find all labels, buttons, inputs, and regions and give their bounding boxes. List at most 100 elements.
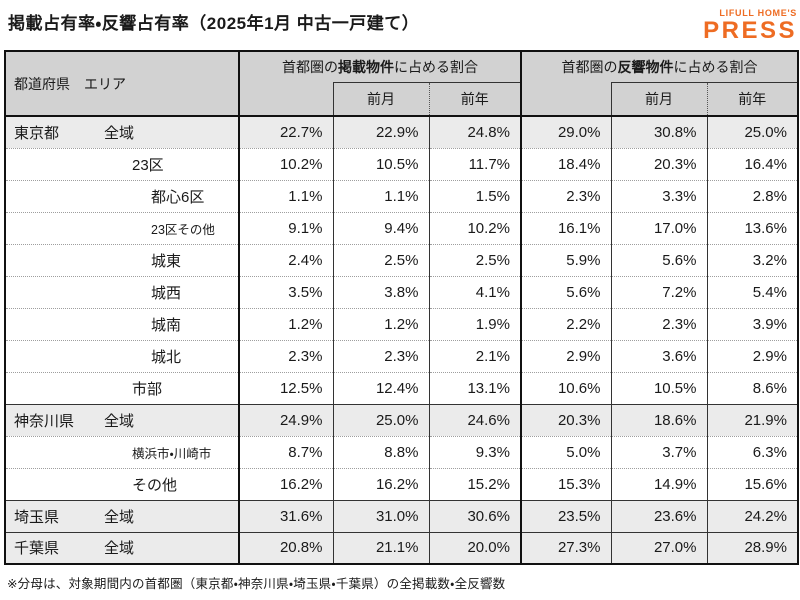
listing-current-value: 20.8% xyxy=(238,532,333,564)
listing-prev-month-value: 12.4% xyxy=(332,372,429,404)
prefecture-area-cell: 23区 xyxy=(5,148,239,180)
response-prev-year-value: 6.3% xyxy=(706,436,798,468)
response-prev-year-value: 13.6% xyxy=(706,212,798,244)
response-prev-year-value: 21.9% xyxy=(706,404,798,436)
table-row: 横浜市・川崎市 8.7% 8.8% 9.3% 5.0% 3.7% 6.3% xyxy=(5,436,798,468)
response-prev-year-value: 3.9% xyxy=(706,308,798,340)
listing-prev-month-value: 16.2% xyxy=(332,468,429,500)
listing-current-value: 24.9% xyxy=(238,404,333,436)
prefecture-area-cell: 神奈川県 全域 xyxy=(5,404,239,436)
response-current-value: 16.1% xyxy=(520,212,611,244)
corner-header-prefecture-area: 都道府県 エリア xyxy=(5,51,239,116)
response-current-value: 15.3% xyxy=(520,468,611,500)
listing-prev-month-value: 25.0% xyxy=(332,404,429,436)
response-prev-month-value: 3.7% xyxy=(610,436,707,468)
listing-current-value: 9.1% xyxy=(238,212,333,244)
listing-prev-month-value: 2.3% xyxy=(332,340,429,372)
prefecture-area-cell: 23区その他 xyxy=(5,212,239,244)
page-title: 掲載占有率・反響占有率（2025年1月 中古一戸建て） xyxy=(8,14,420,33)
listing-prev-year-value: 4.1% xyxy=(428,276,521,308)
listing-prev-year-value: 2.5% xyxy=(428,244,521,276)
response-current-value: 18.4% xyxy=(520,148,611,180)
response-prev-year-value: 8.6% xyxy=(706,372,798,404)
prefecture-area-cell: 城北 xyxy=(5,340,239,372)
response-prev-month-value: 3.3% xyxy=(610,180,707,212)
area-label: 全域 xyxy=(104,124,135,142)
response-prev-month-value: 3.6% xyxy=(610,340,707,372)
response-prev-year-value: 3.2% xyxy=(706,244,798,276)
listing-prev-month-value: 2.5% xyxy=(332,244,429,276)
listing-current-value: 2.3% xyxy=(238,340,333,372)
footnote: ※分母は、対象期間内の首都圏（東京都・神奈川県・埼玉県・千葉県）の全掲載数・全反… xyxy=(7,577,506,591)
area-label: 全域 xyxy=(104,508,135,526)
area-label: その他 xyxy=(132,476,178,494)
response-prev-year-value: 5.4% xyxy=(706,276,798,308)
lifull-homes-press-logo: LIFULL HOME'S PRESS xyxy=(703,9,797,43)
group-header-response-prefix: 首都圏の xyxy=(561,59,618,75)
response-current-value: 5.0% xyxy=(520,436,611,468)
response-prev-year-value: 25.0% xyxy=(706,116,798,148)
response-prev-month-value: 7.2% xyxy=(610,276,707,308)
table-row: 城東 2.4% 2.5% 2.5% 5.9% 5.6% 3.2% xyxy=(5,244,798,276)
table-row: 東京都 全域 22.7% 22.9% 24.8% 29.0% 30.8% 25.0% xyxy=(5,116,798,148)
listing-prev-month-value: 8.8% xyxy=(332,436,429,468)
response-current-value: 27.3% xyxy=(520,532,611,564)
prefecture-label: 神奈川県 xyxy=(14,412,75,430)
table-row: 都心6区 1.1% 1.1% 1.5% 2.3% 3.3% 2.8% xyxy=(5,180,798,212)
listing-prev-month-value: 1.2% xyxy=(332,308,429,340)
table-row: 埼玉県 全域 31.6% 31.0% 30.6% 23.5% 23.6% 24.2% xyxy=(5,500,798,532)
table-header: 都道府県 エリア 首都圏の掲載物件に占める割合 首都圏の反響物件に占める割合 前… xyxy=(5,51,798,116)
area-label: 城西 xyxy=(151,284,182,302)
listing-prev-year-value: 24.8% xyxy=(428,116,521,148)
listing-prev-year-value: 9.3% xyxy=(428,436,521,468)
listing-prev-month-value: 1.1% xyxy=(332,180,429,212)
listing-prev-month-value: 10.5% xyxy=(332,148,429,180)
listing-prev-month-value: 22.9% xyxy=(332,116,429,148)
subheader-response-prev-year: 前年 xyxy=(706,82,798,116)
listing-prev-month-value: 21.1% xyxy=(332,532,429,564)
group-header-response-share: 首都圏の反響物件に占める割合 xyxy=(520,51,798,83)
table-row: 城北 2.3% 2.3% 2.1% 2.9% 3.6% 2.9% xyxy=(5,340,798,372)
response-prev-month-value: 18.6% xyxy=(610,404,707,436)
response-current-value: 2.2% xyxy=(520,308,611,340)
table-row: 23区その他 9.1% 9.4% 10.2% 16.1% 17.0% 13.6% xyxy=(5,212,798,244)
response-prev-month-value: 10.5% xyxy=(610,372,707,404)
listing-current-value: 1.1% xyxy=(238,180,333,212)
prefecture-area-cell: 市部 xyxy=(5,372,239,404)
area-label: 市部 xyxy=(132,380,163,398)
table-row: 城西 3.5% 3.8% 4.1% 5.6% 7.2% 5.4% xyxy=(5,276,798,308)
listing-prev-year-value: 20.0% xyxy=(428,532,521,564)
area-label: 城東 xyxy=(151,252,182,270)
area-label: 城南 xyxy=(151,316,182,334)
response-prev-month-value: 20.3% xyxy=(610,148,707,180)
area-label: 城北 xyxy=(151,348,182,366)
area-label: 全域 xyxy=(104,412,135,430)
listing-prev-month-value: 31.0% xyxy=(332,500,429,532)
response-current-value: 2.3% xyxy=(520,180,611,212)
response-prev-year-value: 2.8% xyxy=(706,180,798,212)
response-prev-year-value: 24.2% xyxy=(706,500,798,532)
share-rate-table: 都道府県 エリア 首都圏の掲載物件に占める割合 首都圏の反響物件に占める割合 前… xyxy=(4,50,799,565)
prefecture-area-cell: 東京都 全域 xyxy=(5,116,239,148)
listing-prev-year-value: 1.5% xyxy=(428,180,521,212)
listing-prev-year-value: 30.6% xyxy=(428,500,521,532)
logo-lifull-homes-text: LIFULL HOME'S xyxy=(719,8,797,18)
response-prev-year-value: 2.9% xyxy=(706,340,798,372)
listing-current-value: 16.2% xyxy=(238,468,333,500)
prefecture-area-cell: 城西 xyxy=(5,276,239,308)
prefecture-area-cell: 都心6区 xyxy=(5,180,239,212)
listing-current-value: 10.2% xyxy=(238,148,333,180)
table-row: 神奈川県 全域 24.9% 25.0% 24.6% 20.3% 18.6% 21.9% xyxy=(5,404,798,436)
response-prev-year-value: 28.9% xyxy=(706,532,798,564)
listing-prev-year-value: 24.6% xyxy=(428,404,521,436)
listing-prev-month-value: 9.4% xyxy=(332,212,429,244)
response-current-value: 5.9% xyxy=(520,244,611,276)
prefecture-label: 千葉県 xyxy=(14,540,60,558)
group-header-listing-suffix: に占める割合 xyxy=(394,59,478,75)
response-current-value: 23.5% xyxy=(520,500,611,532)
listing-prev-month-value: 3.8% xyxy=(332,276,429,308)
table-body: 東京都 全域 22.7% 22.9% 24.8% 29.0% 30.8% 25.0% 23区 10… xyxy=(5,116,798,564)
response-current-value: 20.3% xyxy=(520,404,611,436)
prefecture-area-cell: 城東 xyxy=(5,244,239,276)
area-label: 23区 xyxy=(132,156,164,174)
